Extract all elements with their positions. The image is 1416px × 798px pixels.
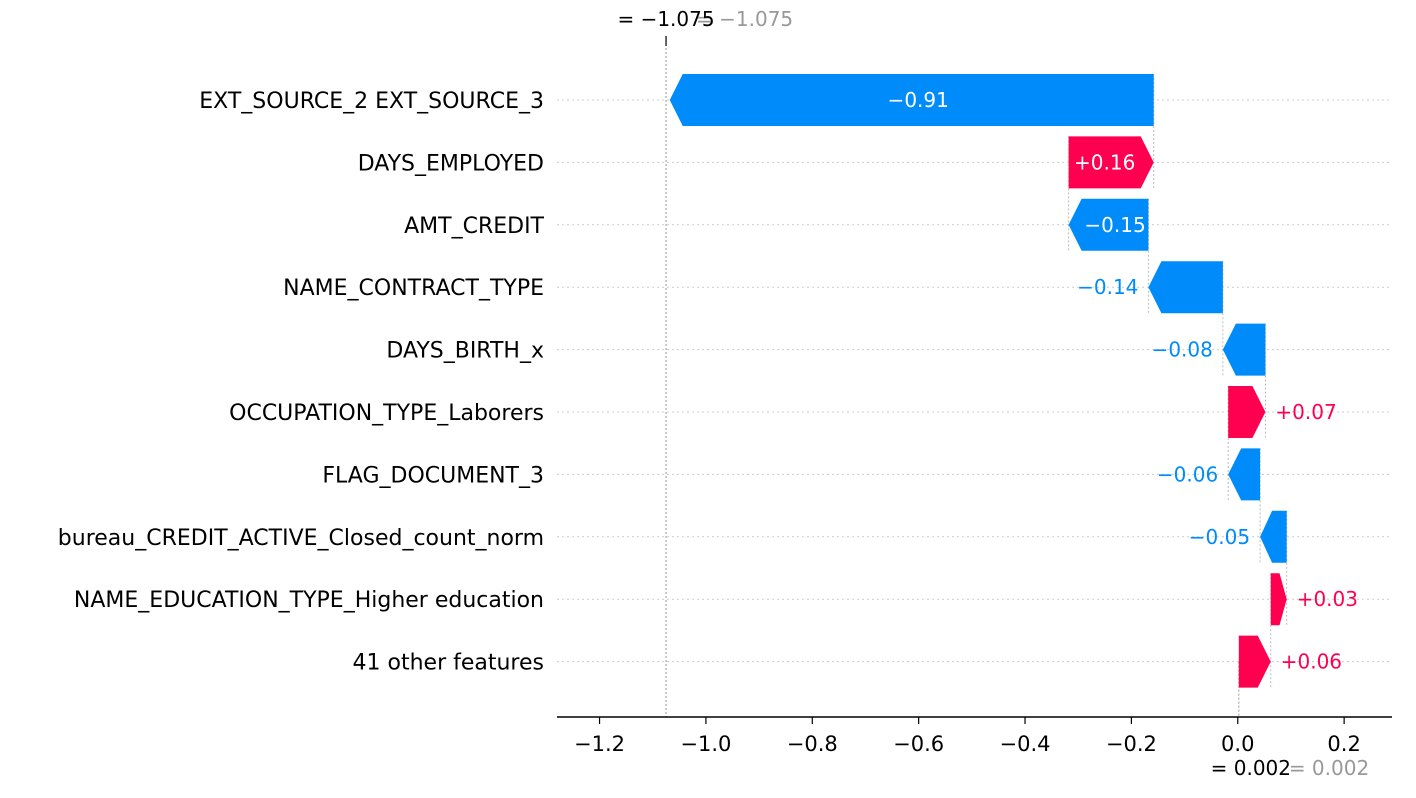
bar-value-label: −0.05 — [1189, 525, 1250, 549]
bar-value-label: −0.15 — [1084, 213, 1145, 237]
bar-value-label: +0.03 — [1297, 587, 1358, 611]
feature-name-label: NAME_EDUCATION_TYPE_Higher education — [74, 588, 544, 613]
x-tick-label: −1.2 — [574, 732, 625, 756]
x-tick-label: −0.4 — [1000, 732, 1051, 756]
bars: −0.91 +0.16 −0.15 −0.14 −0.08 +0.07 −0.06 −0.05… — [669, 74, 1358, 688]
feature-name-label: DAYS_EMPLOYED — [358, 151, 544, 176]
feature-name-label: EXT_SOURCE_2 EXT_SOURCE_3 — [199, 89, 544, 114]
gridlines — [557, 99, 1392, 663]
reference-lines — [665, 36, 1288, 717]
output-value-label: = −1.075 — [617, 7, 714, 31]
base-value-label: = 0.002 — [1211, 756, 1291, 780]
feature-name-label: DAYS_BIRTH_x — [386, 339, 544, 364]
feature-name-label: bureau_CREDIT_ACTIVE_Closed_count_norm — [58, 526, 544, 551]
bar-value-label: −0.91 — [888, 88, 949, 112]
bar-negative — [1228, 448, 1261, 501]
bar-value-label: +0.06 — [1281, 650, 1342, 674]
x-tick-label: 0.0 — [1221, 732, 1254, 756]
bar-positive — [1228, 386, 1266, 438]
feature-name-label: OCCUPATION_TYPE_Laborers — [229, 401, 544, 426]
x-tick-label: −1.0 — [680, 732, 731, 756]
base-value-label-faded: = 0.002 — [1289, 756, 1369, 780]
bar-positive — [1068, 136, 1154, 189]
x-tick-label: −0.2 — [1106, 732, 1157, 756]
bar-value-label: +0.07 — [1275, 400, 1336, 424]
bar-negative — [1222, 323, 1266, 376]
feature-name-label: 41 other features — [353, 651, 544, 676]
feature-name-label: NAME_CONTRACT_TYPE — [283, 276, 544, 301]
x-axis: −1.2 −1.0 −0.8 −0.6 −0.4 −0.2 0.0 0.2 — [557, 716, 1392, 756]
bar-value-label: −0.08 — [1152, 338, 1213, 362]
bar-positive — [1270, 573, 1287, 626]
bar-value-label: −0.06 — [1157, 462, 1218, 486]
bar-negative — [1148, 261, 1223, 314]
output-value-label-faded: = −1.075 — [696, 7, 793, 31]
bar-negative — [1260, 510, 1287, 563]
bar-positive — [1238, 635, 1271, 688]
bar-negative — [669, 74, 1154, 126]
bar-negative — [1068, 198, 1149, 251]
x-tick-label: 0.2 — [1327, 732, 1360, 756]
bar-value-label: −0.14 — [1077, 275, 1138, 299]
x-tick-label: −0.8 — [787, 732, 838, 756]
x-tick-label: −0.6 — [893, 732, 944, 756]
bar-value-label: +0.16 — [1074, 150, 1135, 174]
annotations: = −1.075= −1.075 = 0.002= 0.002 — [617, 7, 1369, 780]
feature-labels: EXT_SOURCE_2 EXT_SOURCE_3 DAYS_EMPLOYED AM… — [58, 89, 545, 676]
feature-name-label: FLAG_DOCUMENT_3 — [322, 463, 544, 488]
feature-name-label: AMT_CREDIT — [404, 214, 544, 239]
